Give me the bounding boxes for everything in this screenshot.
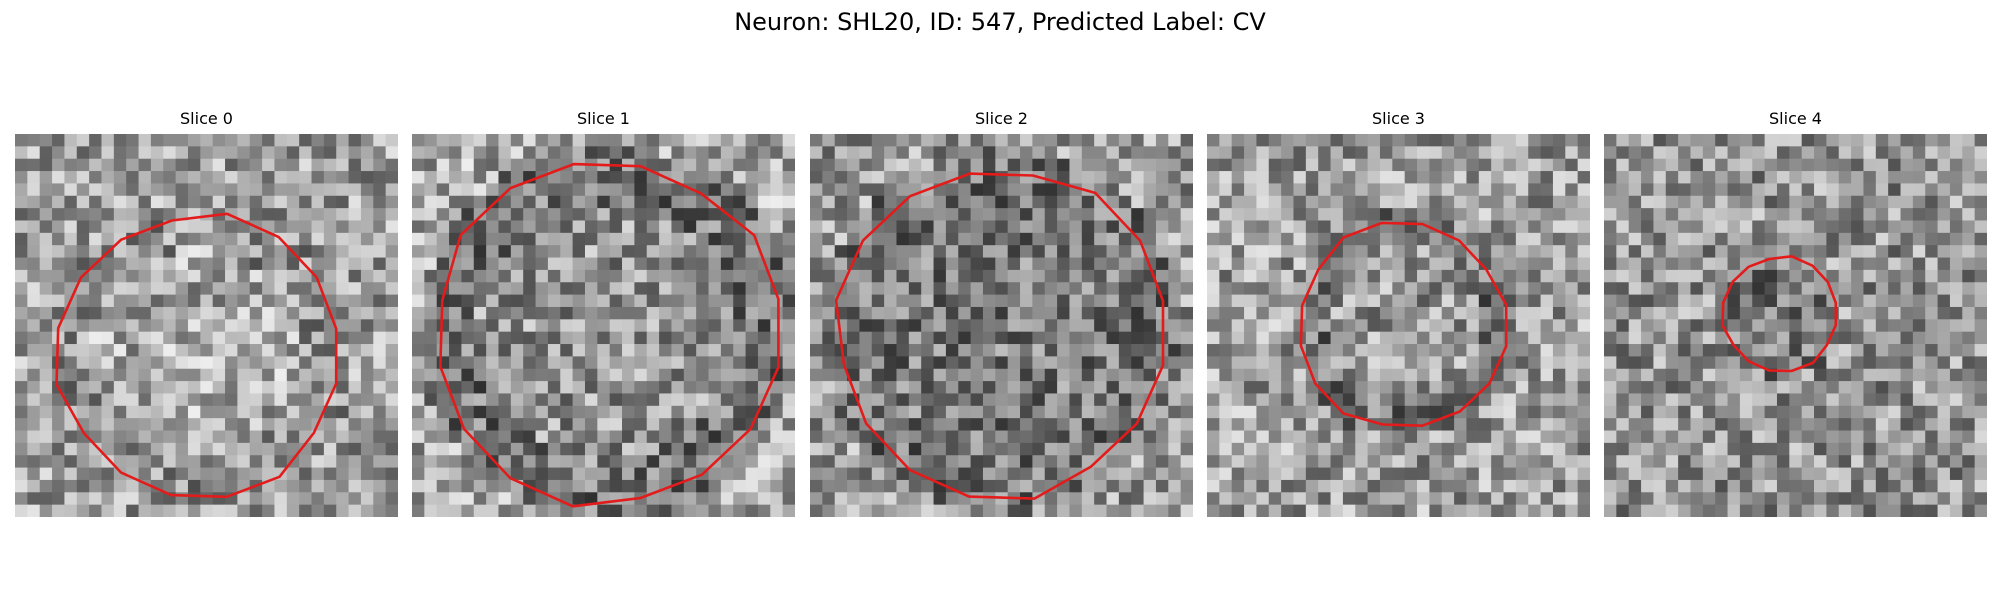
slice-image-4 — [1604, 134, 1987, 517]
slice-image-1 — [412, 134, 795, 517]
slice-canvas-1 — [412, 134, 795, 517]
slice-image-3 — [1207, 134, 1590, 517]
roi-outline-0 — [55, 212, 338, 499]
slice-panel-3: Slice 3 — [1207, 108, 1590, 521]
pixel-grid — [1207, 134, 1590, 517]
slice-canvas-2 — [810, 134, 1193, 517]
roi-outline-2 — [834, 172, 1165, 500]
roi-outline-4 — [1721, 255, 1838, 373]
pixel-grid — [15, 134, 398, 517]
slice-panel-0: Slice 0 — [15, 108, 398, 521]
roi-outline-1 — [438, 162, 780, 508]
pixel-grid — [1604, 134, 1987, 517]
slice-image-2 — [810, 134, 1193, 517]
slice-image-0 — [15, 134, 398, 517]
figure-title: Neuron: SHL20, ID: 547, Predicted Label:… — [734, 8, 1266, 36]
slice-title-1: Slice 1 — [577, 109, 630, 128]
slice-panel-1: Slice 1 — [412, 108, 795, 521]
slice-panel-2: Slice 2 — [810, 108, 1193, 521]
slice-panel-4: Slice 4 — [1604, 108, 1987, 521]
pixel-grid — [412, 134, 795, 517]
slice-canvas-4 — [1604, 134, 1987, 517]
pixel-grid — [810, 134, 1193, 517]
slice-title-3: Slice 3 — [1372, 109, 1425, 128]
slice-title-2: Slice 2 — [975, 109, 1028, 128]
slice-canvas-3 — [1207, 134, 1590, 517]
slice-canvas-0 — [15, 134, 398, 517]
slice-title-4: Slice 4 — [1769, 109, 1822, 128]
slice-title-0: Slice 0 — [180, 109, 233, 128]
roi-outline-3 — [1299, 221, 1508, 428]
